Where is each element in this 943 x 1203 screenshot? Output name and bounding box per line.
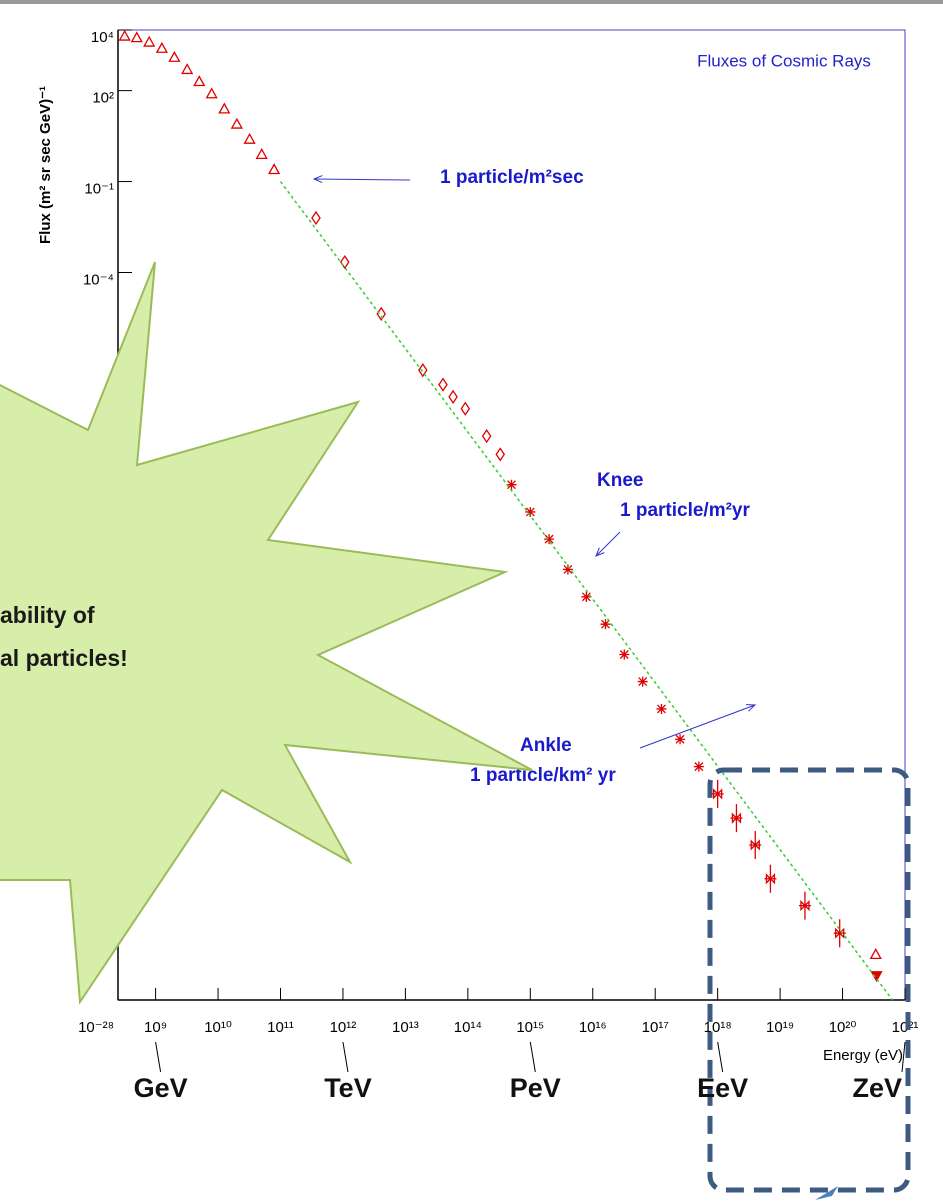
energy-unit: TeV bbox=[324, 1073, 372, 1103]
energy-unit: EeV bbox=[697, 1073, 748, 1103]
annotation-arrow bbox=[596, 532, 620, 556]
x-tick-label: 10¹³ bbox=[392, 1019, 419, 1036]
data-point bbox=[245, 134, 255, 143]
callout-star bbox=[0, 262, 532, 1002]
chart-title: Fluxes of Cosmic Rays bbox=[697, 51, 871, 70]
x-tick-label: 10²¹ bbox=[892, 1019, 919, 1036]
x-tick-label: 10¹⁹ bbox=[766, 1019, 794, 1036]
data-point bbox=[461, 403, 469, 415]
callout-line: al particles! bbox=[0, 645, 128, 671]
x-tick-label: 10¹⁵ bbox=[516, 1019, 544, 1036]
data-point bbox=[232, 119, 242, 128]
unit-connector bbox=[156, 1042, 161, 1072]
energy-unit: GeV bbox=[134, 1073, 188, 1103]
callout-line: ability of bbox=[0, 602, 95, 628]
unit-connector bbox=[343, 1042, 348, 1072]
data-point bbox=[638, 677, 648, 687]
y-tick-label: 10² bbox=[92, 90, 114, 107]
y-tick-label: 10⁻¹ bbox=[84, 181, 114, 198]
annotation: 1 particle/m²yr bbox=[620, 500, 750, 521]
data-point bbox=[483, 430, 491, 442]
data-point bbox=[749, 831, 761, 859]
annotation: Ankle bbox=[520, 735, 572, 756]
data-point bbox=[730, 804, 742, 832]
annotation-arrow bbox=[314, 179, 410, 180]
data-point bbox=[563, 564, 573, 574]
x-tick-label: 10¹⁶ bbox=[579, 1019, 607, 1036]
annotation: 1 particle/km² yr bbox=[470, 765, 616, 786]
y-axis-label: Flux (m² sr sec GeV)⁻¹ bbox=[37, 86, 54, 244]
x-tick-label: 10¹⁰ bbox=[204, 1019, 232, 1036]
data-point bbox=[581, 592, 591, 602]
annotation: Knee bbox=[597, 470, 643, 491]
energy-unit: PeV bbox=[510, 1073, 561, 1103]
data-point bbox=[619, 649, 629, 659]
data-point bbox=[157, 43, 167, 52]
x-tick-label: 10¹¹ bbox=[267, 1019, 294, 1036]
data-point bbox=[194, 77, 204, 86]
data-point bbox=[182, 64, 192, 73]
data-point bbox=[449, 391, 457, 403]
annotation: 1 particle/m²sec bbox=[440, 167, 584, 188]
y-tick-label: 10⁻²⁸ bbox=[78, 1019, 114, 1036]
data-point bbox=[871, 949, 881, 958]
data-point bbox=[496, 448, 504, 460]
unit-connector bbox=[718, 1042, 723, 1072]
data-point bbox=[132, 33, 142, 42]
x-tick-label: 10²⁰ bbox=[829, 1019, 857, 1036]
y-tick-label: 10⁴ bbox=[91, 29, 114, 46]
data-point bbox=[341, 256, 349, 268]
data-point bbox=[257, 149, 267, 158]
x-tick-label: 10¹⁷ bbox=[642, 1019, 669, 1036]
data-point bbox=[656, 704, 666, 714]
data-point bbox=[675, 734, 685, 744]
data-point bbox=[377, 308, 385, 320]
data-point bbox=[764, 865, 776, 893]
data-point bbox=[799, 892, 811, 920]
data-point bbox=[419, 364, 427, 376]
slide: Fluxes of Cosmic Rays 10⁹ 10¹⁰ 10¹¹ 10¹² 10¹³… bbox=[0, 0, 943, 1203]
data-point bbox=[207, 89, 217, 98]
annotation-arrow bbox=[640, 705, 755, 748]
data-point bbox=[120, 31, 130, 40]
data-point bbox=[694, 762, 704, 772]
data-point bbox=[169, 52, 179, 61]
data-point bbox=[269, 164, 279, 173]
x-tick-label: 10¹² bbox=[330, 1019, 357, 1036]
x-tick-label: 10¹⁴ bbox=[454, 1019, 482, 1036]
x-tick-label: 10⁹ bbox=[144, 1019, 167, 1036]
data-point bbox=[872, 972, 882, 981]
data-point bbox=[312, 212, 320, 224]
data-point bbox=[144, 37, 154, 46]
unit-connector bbox=[530, 1042, 535, 1072]
data-point bbox=[544, 534, 554, 544]
x-axis-label: Energy (eV) bbox=[823, 1047, 903, 1064]
top-bar bbox=[0, 0, 943, 4]
data-point bbox=[439, 379, 447, 391]
data-point bbox=[219, 104, 229, 113]
y-tick-label: 10⁻⁴ bbox=[83, 271, 114, 288]
energy-unit: ZeV bbox=[852, 1073, 902, 1103]
data-point bbox=[712, 780, 724, 808]
